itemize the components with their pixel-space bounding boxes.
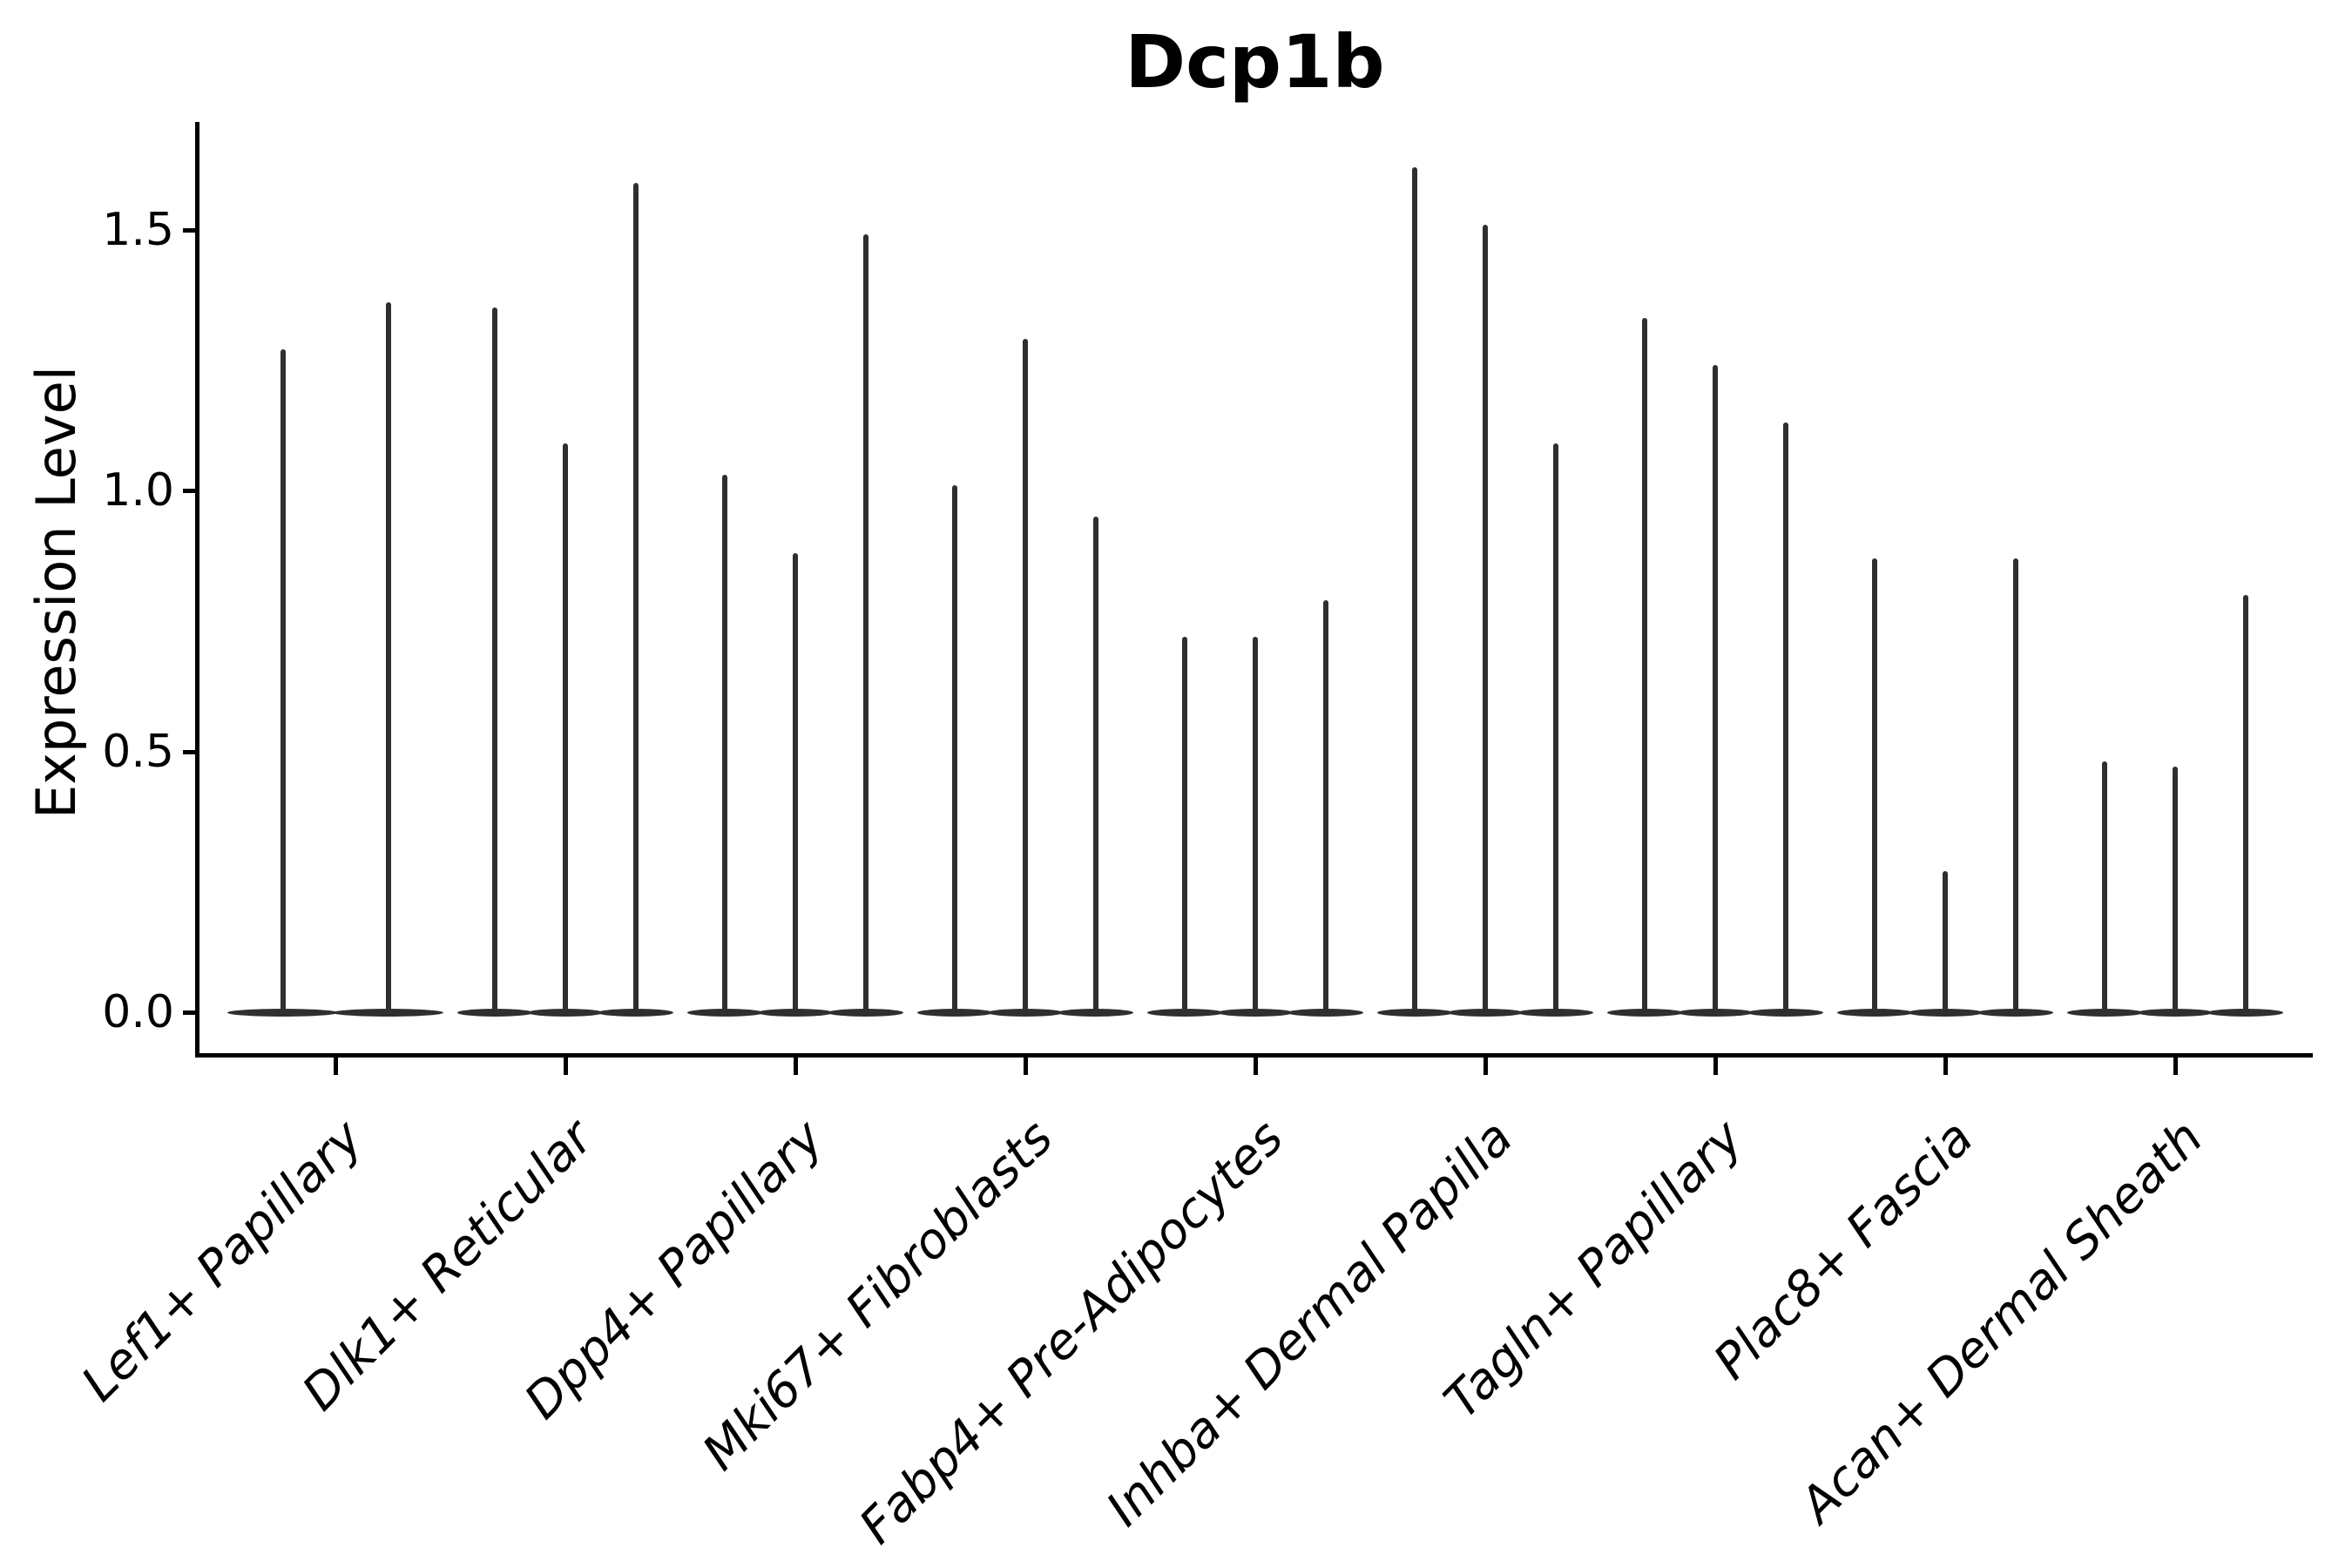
y-tick-label: 1.5 bbox=[102, 203, 174, 256]
violin-body bbox=[527, 1008, 604, 1017]
x-axis-spine bbox=[195, 1053, 2313, 1058]
y-tick-mark bbox=[183, 489, 197, 493]
violin-spike bbox=[952, 485, 958, 1012]
violin-body bbox=[1147, 1008, 1223, 1017]
violin-body bbox=[2207, 1008, 2283, 1017]
violin-spike bbox=[1872, 558, 1878, 1012]
violin-body bbox=[1837, 1008, 1913, 1017]
violin-body bbox=[1977, 1008, 2053, 1017]
x-tick-mark bbox=[1254, 1058, 1258, 1075]
x-tick-mark bbox=[564, 1058, 568, 1075]
violin-body bbox=[1288, 1008, 1363, 1017]
y-tick-mark bbox=[183, 227, 197, 233]
y-tick-label: 1.0 bbox=[102, 464, 174, 517]
violin-body bbox=[1747, 1008, 1823, 1017]
x-tick-label: Acan+ Dermal Sheath bbox=[1789, 1109, 2214, 1534]
violin-spike bbox=[1943, 871, 1948, 1012]
violin-spike bbox=[793, 552, 798, 1012]
x-tick-mark bbox=[2173, 1058, 2178, 1075]
violin-spike bbox=[1092, 516, 1098, 1012]
violin-spike bbox=[1552, 443, 1558, 1012]
violin-spike bbox=[2102, 761, 2108, 1012]
x-tick-mark bbox=[334, 1058, 338, 1075]
violin-body bbox=[1517, 1008, 1593, 1017]
x-tick-mark bbox=[1943, 1058, 1948, 1075]
violin-body bbox=[828, 1008, 903, 1017]
violin-body bbox=[687, 1008, 763, 1017]
violin-body bbox=[598, 1008, 673, 1017]
y-tick-label: 0.0 bbox=[102, 986, 174, 1038]
violin-spike bbox=[1253, 636, 1258, 1012]
violin-spike bbox=[722, 475, 728, 1012]
violin-body bbox=[457, 1008, 533, 1017]
violin-spike bbox=[385, 302, 391, 1012]
violin-body bbox=[1447, 1008, 1524, 1017]
violin-spike bbox=[1782, 422, 1788, 1012]
violin-body bbox=[333, 1008, 443, 1017]
chart-title: Dcp1b bbox=[1125, 19, 1385, 105]
violin-spike bbox=[280, 349, 286, 1012]
violin-spike bbox=[632, 182, 639, 1012]
violin-spike bbox=[1182, 636, 1188, 1012]
violin-body bbox=[227, 1008, 338, 1017]
violin-spike bbox=[2242, 594, 2248, 1012]
violin-body bbox=[987, 1008, 1064, 1017]
violin-body bbox=[917, 1008, 993, 1017]
x-tick-mark bbox=[1713, 1058, 1718, 1075]
violin-spike bbox=[492, 308, 498, 1012]
x-tick-mark bbox=[794, 1058, 798, 1075]
violin-spike bbox=[1322, 599, 1328, 1012]
violin-body bbox=[2137, 1008, 2213, 1017]
x-tick-mark bbox=[1484, 1058, 1488, 1075]
violin-spike bbox=[1642, 318, 1648, 1012]
violin-spike bbox=[2173, 767, 2178, 1012]
x-tick-label: Fabp4+ Pre-Adipocytes bbox=[848, 1109, 1294, 1556]
violin-spike bbox=[1412, 166, 1418, 1012]
violin-body bbox=[1217, 1008, 1294, 1017]
violin-spike bbox=[1483, 224, 1488, 1012]
x-tick-mark bbox=[1024, 1058, 1028, 1075]
violin-spike bbox=[563, 443, 568, 1012]
y-tick-mark bbox=[183, 1010, 197, 1015]
violin-spike bbox=[862, 234, 868, 1012]
violin-body bbox=[2067, 1008, 2143, 1017]
x-tick-label: Inhba+ Dermal Papilla bbox=[1096, 1109, 1524, 1538]
violin-body bbox=[1377, 1008, 1453, 1017]
violin-spike bbox=[2012, 558, 2018, 1012]
violin-spike bbox=[1713, 365, 1718, 1012]
violin-spike bbox=[1023, 339, 1028, 1012]
violin-body bbox=[1607, 1008, 1683, 1017]
violin-body bbox=[1907, 1008, 1984, 1017]
y-tick-label: 0.5 bbox=[102, 725, 174, 778]
y-axis-spine bbox=[195, 122, 199, 1058]
violin-body bbox=[1058, 1008, 1133, 1017]
violin-body bbox=[757, 1008, 834, 1017]
y-tick-mark bbox=[183, 749, 197, 754]
violin-body bbox=[1677, 1008, 1754, 1017]
